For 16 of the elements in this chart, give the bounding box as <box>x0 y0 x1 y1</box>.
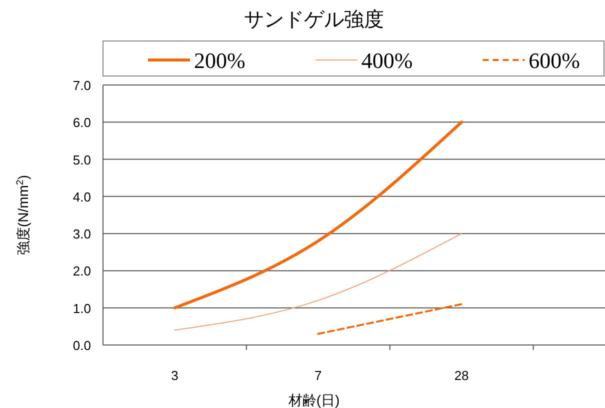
x-axis-title: 材齢(日) <box>287 392 340 408</box>
legend-label: 200% <box>194 48 246 73</box>
y-tick-label: 7.0 <box>72 78 91 93</box>
y-tick-label: 2.0 <box>72 264 91 279</box>
y-tick-label: 0.0 <box>72 338 91 353</box>
y-tick-label: 5.0 <box>72 152 91 168</box>
y-tick-label: 1.0 <box>72 300 91 316</box>
x-tick-label: 7 <box>314 368 322 383</box>
x-tick-label: 28 <box>454 368 469 383</box>
y-tick-label: 3.0 <box>72 226 91 242</box>
legend-label: 600% <box>528 48 580 73</box>
y-tick-label: 6.0 <box>72 115 91 130</box>
legend-label: 400% <box>361 48 413 73</box>
y-tick-label: 4.0 <box>72 189 91 204</box>
chart-title: サンドゲル強度 <box>244 9 384 31</box>
x-tick-label: 3 <box>171 368 178 383</box>
